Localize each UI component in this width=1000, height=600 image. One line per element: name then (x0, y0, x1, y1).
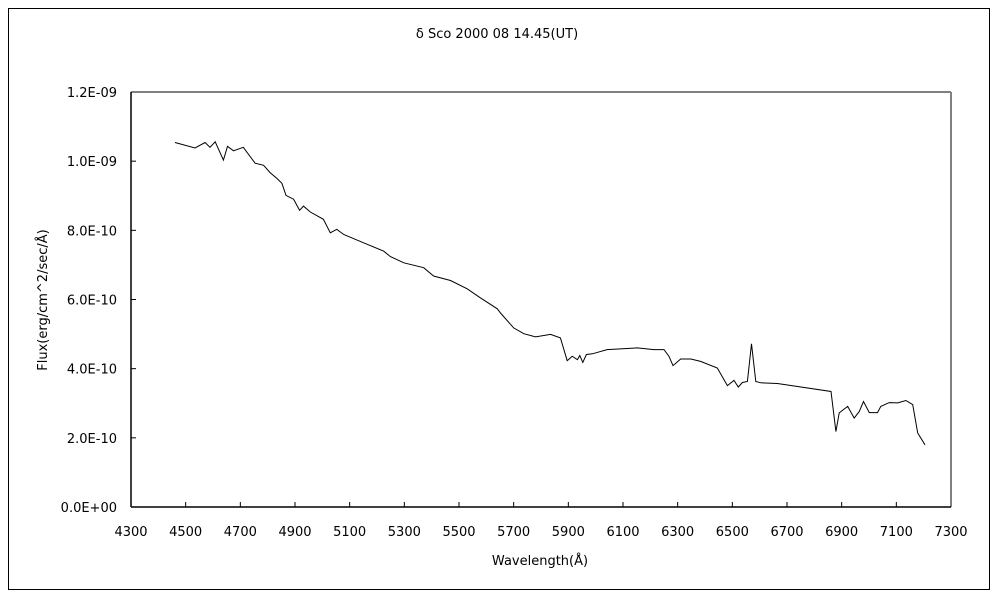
y-ticks: 0.0E+00 2.0E-10 4.0E-10 6.0E-10 8.0E-10 1.0E-… (61, 86, 136, 516)
x-tick-label: 5500 (442, 525, 475, 540)
x-tick-label: 7100 (880, 525, 913, 540)
x-tick-label: 6700 (770, 525, 803, 540)
y-tick-label: 1.0E-09 (67, 155, 117, 170)
x-tick-label: 5700 (497, 525, 530, 540)
chart-border (8, 8, 990, 590)
y-tick-label: 0.0E+00 (61, 501, 117, 516)
x-axis-label: Wavelength(Å) (492, 553, 588, 569)
x-ticks: 4300 4500 4700 4900 5100 5300 5500 5700 5900 6100… (114, 502, 968, 540)
x-tick-label: 6900 (825, 525, 858, 540)
x-tick-label: 4700 (224, 525, 257, 540)
x-tick-label: 5900 (552, 525, 585, 540)
x-tick-label: 6300 (661, 525, 694, 540)
x-tick-label: 6500 (716, 525, 749, 540)
x-tick-label: 4900 (278, 525, 311, 540)
x-tick-label: 4300 (114, 525, 147, 540)
x-tick-label: 6100 (606, 525, 639, 540)
y-tick-label: 1.2E-09 (67, 86, 117, 101)
chart-title: δ Sco 2000 08 14.45(UT) (416, 27, 578, 42)
y-tick-label: 8.0E-10 (67, 224, 117, 239)
x-tick-label: 5300 (388, 525, 421, 540)
x-tick-label: 7300 (934, 525, 967, 540)
y-tick-label: 4.0E-10 (67, 363, 117, 378)
x-tick-label: 4500 (169, 525, 202, 540)
y-tick-label: 2.0E-10 (67, 432, 117, 447)
x-tick-label: 5100 (333, 525, 366, 540)
y-tick-label: 6.0E-10 (67, 294, 117, 309)
y-axis-label: Flux(erg/cm^2/sec/Å) (35, 229, 51, 370)
series-line (174, 140, 926, 446)
